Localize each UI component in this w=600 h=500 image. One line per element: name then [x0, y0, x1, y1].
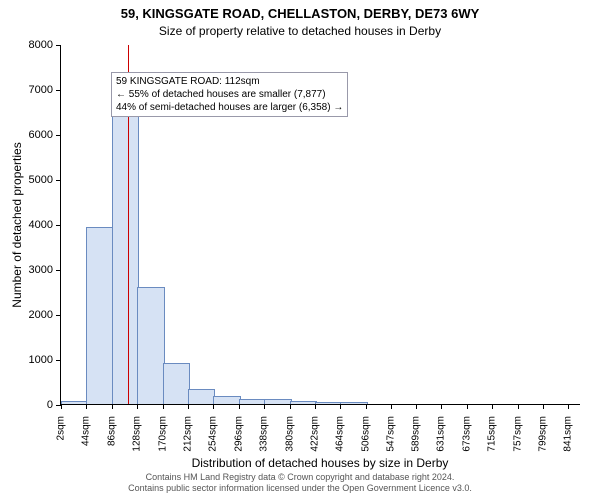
x-tick-label: 841sqm: [563, 410, 574, 452]
x-tick-label: 170sqm: [157, 410, 168, 452]
x-tick-mark: [492, 404, 493, 409]
x-tick-label: 631sqm: [436, 410, 447, 452]
y-tick: 0: [13, 399, 61, 411]
x-tick-mark: [391, 404, 392, 409]
x-tick-label: 212sqm: [182, 410, 193, 452]
y-tick: 2000: [13, 309, 61, 321]
x-tick-label: 422sqm: [309, 410, 320, 452]
histogram-bar: [86, 227, 113, 404]
y-tick: 1000: [13, 354, 61, 366]
annotation-line3: 44% of semi-detached houses are larger (…: [116, 101, 343, 114]
x-tick-label: 547sqm: [385, 410, 396, 452]
x-tick-label: 380sqm: [284, 410, 295, 452]
x-tick-label: 296sqm: [233, 410, 244, 452]
x-tick-mark: [366, 404, 367, 409]
x-tick-label: 2sqm: [56, 410, 67, 440]
histogram-bar: [315, 402, 342, 404]
x-axis-label: Distribution of detached houses by size …: [60, 456, 580, 470]
histogram-bar: [61, 401, 88, 404]
x-tick-label: 464sqm: [335, 410, 346, 452]
x-tick-label: 86sqm: [106, 410, 117, 446]
histogram-bar: [137, 287, 164, 404]
x-tick-label: 338sqm: [259, 410, 270, 452]
x-tick-label: 44sqm: [81, 410, 92, 446]
x-tick-mark: [61, 404, 62, 409]
y-tick: 5000: [13, 174, 61, 186]
histogram-bar: [264, 399, 291, 404]
plot-area: 0100020003000400050006000700080002sqm44s…: [60, 45, 580, 405]
x-tick-mark: [112, 404, 113, 409]
annotation-box: 59 KINGSGATE ROAD: 112sqm← 55% of detach…: [111, 72, 348, 117]
histogram-bar: [290, 401, 317, 404]
histogram-bar: [213, 396, 240, 404]
histogram-bar: [188, 389, 215, 404]
x-tick-mark: [518, 404, 519, 409]
y-tick: 7000: [13, 84, 61, 96]
annotation-line2: ← 55% of detached houses are smaller (7,…: [116, 88, 343, 101]
chart-title: 59, KINGSGATE ROAD, CHELLASTON, DERBY, D…: [0, 6, 600, 21]
footer-line1: Contains HM Land Registry data © Crown c…: [0, 472, 600, 483]
y-tick: 6000: [13, 129, 61, 141]
x-tick-label: 757sqm: [512, 410, 523, 452]
histogram-bar: [340, 402, 367, 404]
x-tick-mark: [441, 404, 442, 409]
x-tick-mark: [264, 404, 265, 409]
annotation-line1: 59 KINGSGATE ROAD: 112sqm: [116, 75, 343, 88]
x-tick-label: 589sqm: [410, 410, 421, 452]
x-tick-mark: [467, 404, 468, 409]
x-tick-mark: [568, 404, 569, 409]
x-tick-mark: [340, 404, 341, 409]
chart-container: 59, KINGSGATE ROAD, CHELLASTON, DERBY, D…: [0, 0, 600, 500]
x-tick-mark: [213, 404, 214, 409]
x-tick-mark: [86, 404, 87, 409]
x-tick-mark: [239, 404, 240, 409]
chart-subtitle: Size of property relative to detached ho…: [0, 24, 600, 38]
x-tick-label: 715sqm: [487, 410, 498, 452]
x-tick-label: 799sqm: [537, 410, 548, 452]
x-tick-label: 128sqm: [132, 410, 143, 452]
x-tick-label: 673sqm: [461, 410, 472, 452]
x-tick-mark: [416, 404, 417, 409]
footer-line2: Contains public sector information licen…: [0, 483, 600, 494]
x-tick-label: 506sqm: [360, 410, 371, 452]
x-tick-mark: [543, 404, 544, 409]
x-tick-mark: [290, 404, 291, 409]
x-tick-mark: [163, 404, 164, 409]
x-tick-mark: [315, 404, 316, 409]
histogram-bar: [239, 399, 266, 404]
histogram-bar: [112, 102, 139, 404]
histogram-bar: [163, 363, 190, 404]
x-tick-label: 254sqm: [208, 410, 219, 452]
x-tick-mark: [188, 404, 189, 409]
y-tick: 3000: [13, 264, 61, 276]
y-tick: 4000: [13, 219, 61, 231]
y-tick: 8000: [13, 39, 61, 51]
x-tick-mark: [137, 404, 138, 409]
footer-attribution: Contains HM Land Registry data © Crown c…: [0, 472, 600, 494]
